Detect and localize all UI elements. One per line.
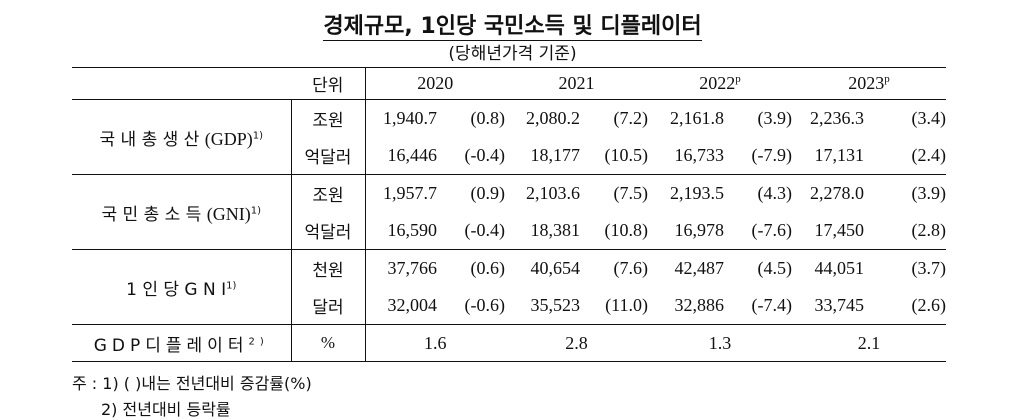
change-cell: (-0.4) [437,212,505,250]
row-label: 1 인 당 G N I1) [72,249,292,325]
value-cell: 42,487 [674,258,725,278]
row-label-text: GDP디플레이터 [93,335,249,356]
unit-cell: 천원 [291,249,366,287]
value-cell: 18,381 [505,212,580,250]
header-row: 단위 2020 2021 2022p 2023p [72,67,946,100]
value-cell: 40,654 [530,258,581,278]
header-year-2023: 2023p [792,67,946,100]
value-cell: 44,051 [814,258,865,278]
value-cell: 2,080.2 [526,108,580,128]
change-cell: (4.5) [757,258,793,278]
change-cell: (2.8) [864,212,946,250]
header-year-2021: 2021 [505,67,648,100]
value-cell: 37,766 [387,258,438,278]
change-cell: (0.9) [470,183,506,203]
unit-cell: 조원 [291,99,366,137]
change-cell: (-7.6) [724,212,792,250]
unit-cell: 억달러 [291,212,366,250]
value-cell: 1,957.7 [383,183,437,203]
value-cell: 18,177 [505,137,580,175]
row-label-text: 국 민 총 소 득 [101,204,202,225]
value-cell: 16,978 [648,212,724,250]
table-row: 1 인 당 G N I1) 천원 37,766 (0.6) 40,654 (7.6) 42,… [72,249,947,325]
header-year-2020: 2020 [365,67,505,100]
change-cell: (7.5) [613,183,649,203]
unit-cell: % [291,324,366,362]
row-label-abbr: (GDP) [204,128,253,149]
value-cell: 16,733 [648,137,724,175]
row-label: 국 민 총 소 득 (GNI)1) [72,174,292,250]
deflator-value: 1.3 [648,324,792,362]
footnote-2: 2) 전년대비 등락률 [101,400,231,419]
unit-cell: 달러 [291,287,366,325]
economy-table: 단위 2020 2021 2022p 2023p 국 내 총 생 산 (GDP)… [72,67,946,362]
change-cell: (10.5) [580,137,648,175]
table-row: 달러 32,004 (-0.6) 35,523 (11.0) 32,886 (-7.4) 33… [72,287,946,325]
value-cell: 2,236.3 [810,108,864,128]
change-cell: (2.4) [864,137,946,175]
deflator-row: GDP디플레이터2)% 1.6 2.8 1.3 2.1 [72,324,946,362]
change-cell: (3.9) [911,183,947,203]
table-row: 국 내 총 생 산 (GDP)1) 조원 1,940.7 (0.8) 2,080.2 (7… [72,99,947,175]
note-mark: 1) [226,279,237,291]
deflator-value: 1.6 [365,324,505,362]
change-cell: (0.6) [470,258,506,278]
value-cell: 2,103.6 [526,183,580,203]
change-cell: (-0.6) [437,287,505,325]
deflator-value: 2.1 [792,324,946,362]
value-cell: 2,193.5 [670,183,724,203]
row-label-abbr: (GNI) [206,203,251,224]
change-cell: (-7.4) [724,287,792,325]
value-cell: 2,278.0 [810,183,864,203]
deflator-value: 2.8 [505,324,648,362]
change-cell: (2.6) [864,287,946,325]
value-cell: 17,131 [792,137,864,175]
change-cell: (7.2) [613,108,649,128]
value-cell: 33,745 [792,287,864,325]
value-cell: 2,161.8 [670,108,724,128]
row-label: GDP디플레이터2) [72,324,292,362]
change-cell: (4.3) [757,183,793,203]
value-cell: 1,940.7 [383,108,437,128]
change-cell: (-7.9) [724,137,792,175]
change-cell: (0.8) [470,108,506,128]
change-cell: (7.6) [613,258,649,278]
table-title: 경제규모, 1인당 국민소득 및 디플레이터 [323,14,702,41]
header-year-2022: 2022p [648,67,792,100]
footnote-1: 주 : 1) ( )내는 전년대비 증감률(%) [72,374,312,393]
value-cell: 32,886 [648,287,724,325]
value-cell: 16,446 [365,137,437,175]
note-mark: 1) [252,129,263,141]
row-label-text: 1 인 당 G N I [126,279,227,300]
table-row: 국 민 총 소 득 (GNI)1) 조원 1,957.7 (0.9) 2,103.6 (7… [72,174,947,250]
change-cell: (-0.4) [437,137,505,175]
row-label-text: 국 내 총 생 산 [99,129,200,150]
value-cell: 32,004 [365,287,437,325]
value-cell: 17,450 [792,212,864,250]
change-cell: (3.7) [911,258,947,278]
change-cell: (10.8) [580,212,648,250]
row-label: 국 내 총 생 산 (GDP)1) [72,99,292,175]
table-subtitle: (당해년가격 기준) [448,44,577,64]
header-blank [72,67,291,100]
table-row: 억달러 16,446 (-0.4) 18,177 (10.5) 16,733 (-7.9) 1… [72,137,946,175]
header-unit: 단위 [291,67,366,100]
unit-cell: 조원 [291,174,366,212]
value-cell: 35,523 [505,287,580,325]
note-mark: 2) [248,335,269,347]
table-row: 억달러 16,590 (-0.4) 18,381 (10.8) 16,978 (-7.6) 1… [72,212,946,250]
value-cell: 16,590 [365,212,437,250]
change-cell: (3.9) [757,108,793,128]
change-cell: (11.0) [580,287,648,325]
note-mark: 1) [250,204,261,216]
unit-cell: 억달러 [291,137,366,175]
change-cell: (3.4) [911,108,947,128]
